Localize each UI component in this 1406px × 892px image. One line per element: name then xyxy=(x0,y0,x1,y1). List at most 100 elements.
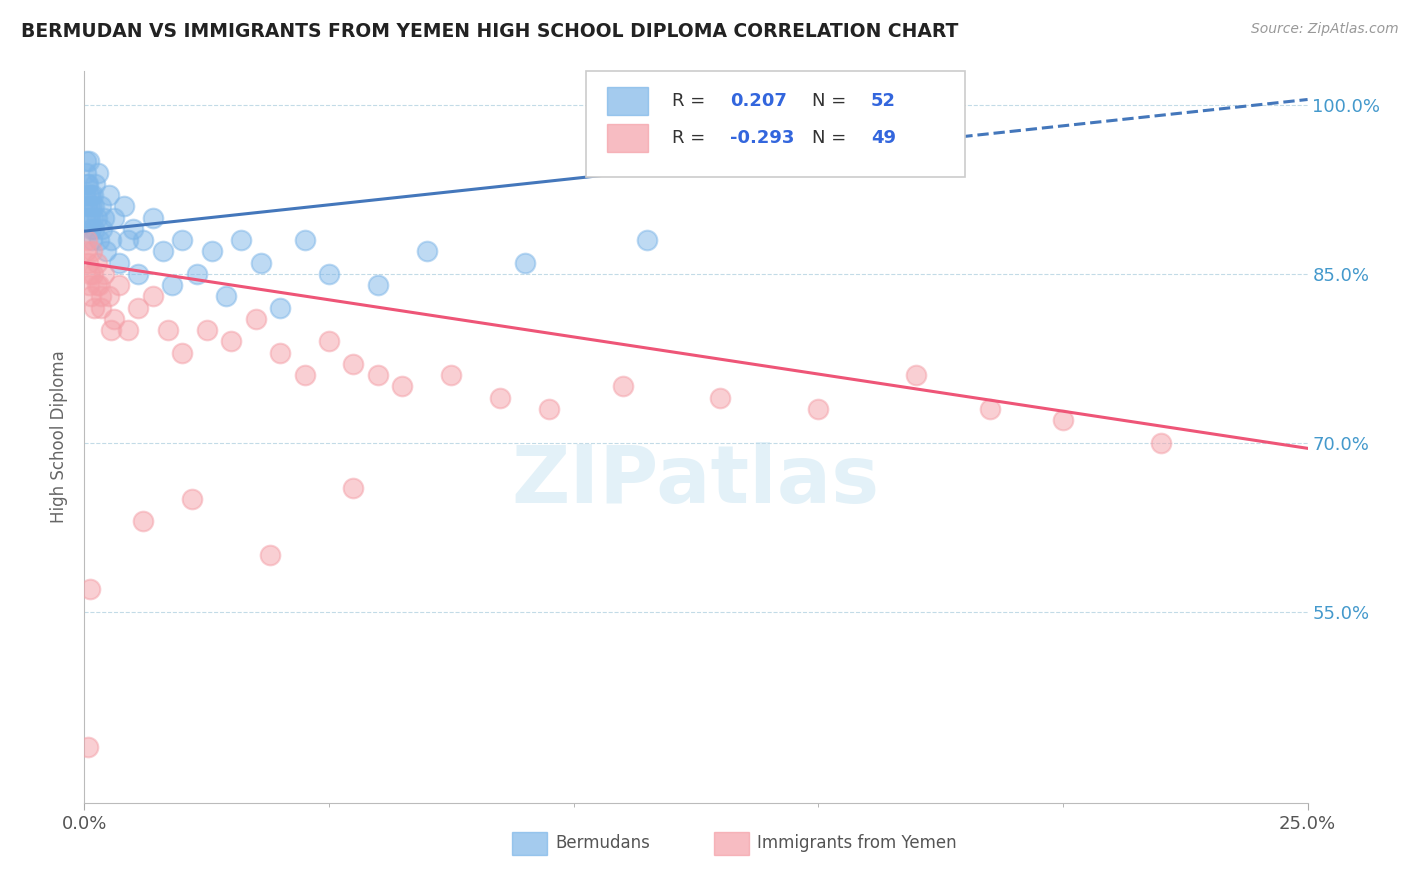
Point xyxy=(156,323,179,337)
Point xyxy=(342,481,364,495)
Point xyxy=(103,211,125,225)
Point xyxy=(75,188,97,202)
Point xyxy=(83,301,105,315)
Point xyxy=(87,278,110,293)
Point xyxy=(77,188,100,202)
Point xyxy=(89,199,111,213)
Point xyxy=(807,401,830,416)
Point xyxy=(84,177,107,191)
Point xyxy=(294,368,316,383)
Point xyxy=(215,289,238,303)
Point xyxy=(905,368,928,383)
Point xyxy=(93,267,115,281)
Point xyxy=(77,278,100,293)
Point xyxy=(100,233,122,247)
Text: -0.293: -0.293 xyxy=(730,129,794,147)
Point xyxy=(367,278,389,293)
Bar xyxy=(606,87,648,115)
Point xyxy=(112,199,135,213)
Text: R =: R = xyxy=(672,93,710,111)
Point xyxy=(75,154,97,169)
Text: BERMUDAN VS IMMIGRANTS FROM YEMEN HIGH SCHOOL DIPLOMA CORRELATION CHART: BERMUDAN VS IMMIGRANTS FROM YEMEN HIGH S… xyxy=(21,22,959,41)
Text: Immigrants from Yemen: Immigrants from Yemen xyxy=(758,834,956,852)
Text: ZIPatlas: ZIPatlas xyxy=(512,442,880,520)
Point xyxy=(76,199,98,213)
Point xyxy=(152,244,174,259)
Point xyxy=(195,323,218,337)
Point xyxy=(79,199,101,213)
Point xyxy=(122,222,145,236)
Point xyxy=(132,233,155,247)
Point xyxy=(107,278,129,293)
Point xyxy=(249,255,271,269)
Point xyxy=(103,312,125,326)
Point xyxy=(79,582,101,596)
Bar xyxy=(606,124,648,152)
Bar xyxy=(513,832,547,855)
Point xyxy=(1052,413,1074,427)
Point xyxy=(86,255,108,269)
Point xyxy=(100,323,122,337)
Point xyxy=(86,211,108,225)
Point xyxy=(229,233,252,247)
Point xyxy=(83,199,105,213)
Point xyxy=(219,334,242,349)
Point xyxy=(416,244,439,259)
Point xyxy=(83,222,105,236)
Point xyxy=(97,188,120,202)
Point xyxy=(76,177,98,191)
Point xyxy=(79,211,101,225)
Text: 52: 52 xyxy=(870,93,896,111)
Point xyxy=(318,334,340,349)
Point xyxy=(79,267,101,281)
Point xyxy=(82,199,104,213)
FancyBboxPatch shape xyxy=(586,71,965,178)
Point xyxy=(440,368,463,383)
Bar xyxy=(714,832,748,855)
Point xyxy=(200,244,222,259)
Point xyxy=(294,233,316,247)
Point xyxy=(76,211,98,225)
Point xyxy=(117,323,139,337)
Text: N =: N = xyxy=(813,93,852,111)
Point xyxy=(86,278,108,293)
Point xyxy=(82,188,104,202)
Point xyxy=(489,391,512,405)
Point xyxy=(342,357,364,371)
Point xyxy=(186,267,208,281)
Point xyxy=(367,368,389,383)
Text: N =: N = xyxy=(813,129,852,147)
Point xyxy=(181,491,204,506)
Point xyxy=(513,255,536,269)
Point xyxy=(172,233,194,247)
Point xyxy=(107,255,129,269)
Point xyxy=(75,244,97,259)
Point xyxy=(127,267,149,281)
Point xyxy=(269,301,291,315)
Point xyxy=(77,154,100,169)
Point xyxy=(391,379,413,393)
Text: 0.207: 0.207 xyxy=(730,93,787,111)
Point xyxy=(77,177,100,191)
Point xyxy=(97,289,120,303)
Point xyxy=(76,255,98,269)
Point xyxy=(142,211,165,225)
Point xyxy=(75,166,97,180)
Point xyxy=(132,515,155,529)
Point xyxy=(172,345,194,359)
Point xyxy=(80,244,103,259)
Text: Source: ZipAtlas.com: Source: ZipAtlas.com xyxy=(1251,22,1399,37)
Point xyxy=(127,301,149,315)
Point xyxy=(93,211,115,225)
Text: 49: 49 xyxy=(870,129,896,147)
Point xyxy=(80,222,103,236)
Point xyxy=(318,267,340,281)
Point xyxy=(259,548,281,562)
Point xyxy=(1150,435,1173,450)
Point xyxy=(117,233,139,247)
Point xyxy=(80,188,103,202)
Point xyxy=(76,233,98,247)
Point xyxy=(90,301,112,315)
Point xyxy=(612,379,634,393)
Point xyxy=(82,211,104,225)
